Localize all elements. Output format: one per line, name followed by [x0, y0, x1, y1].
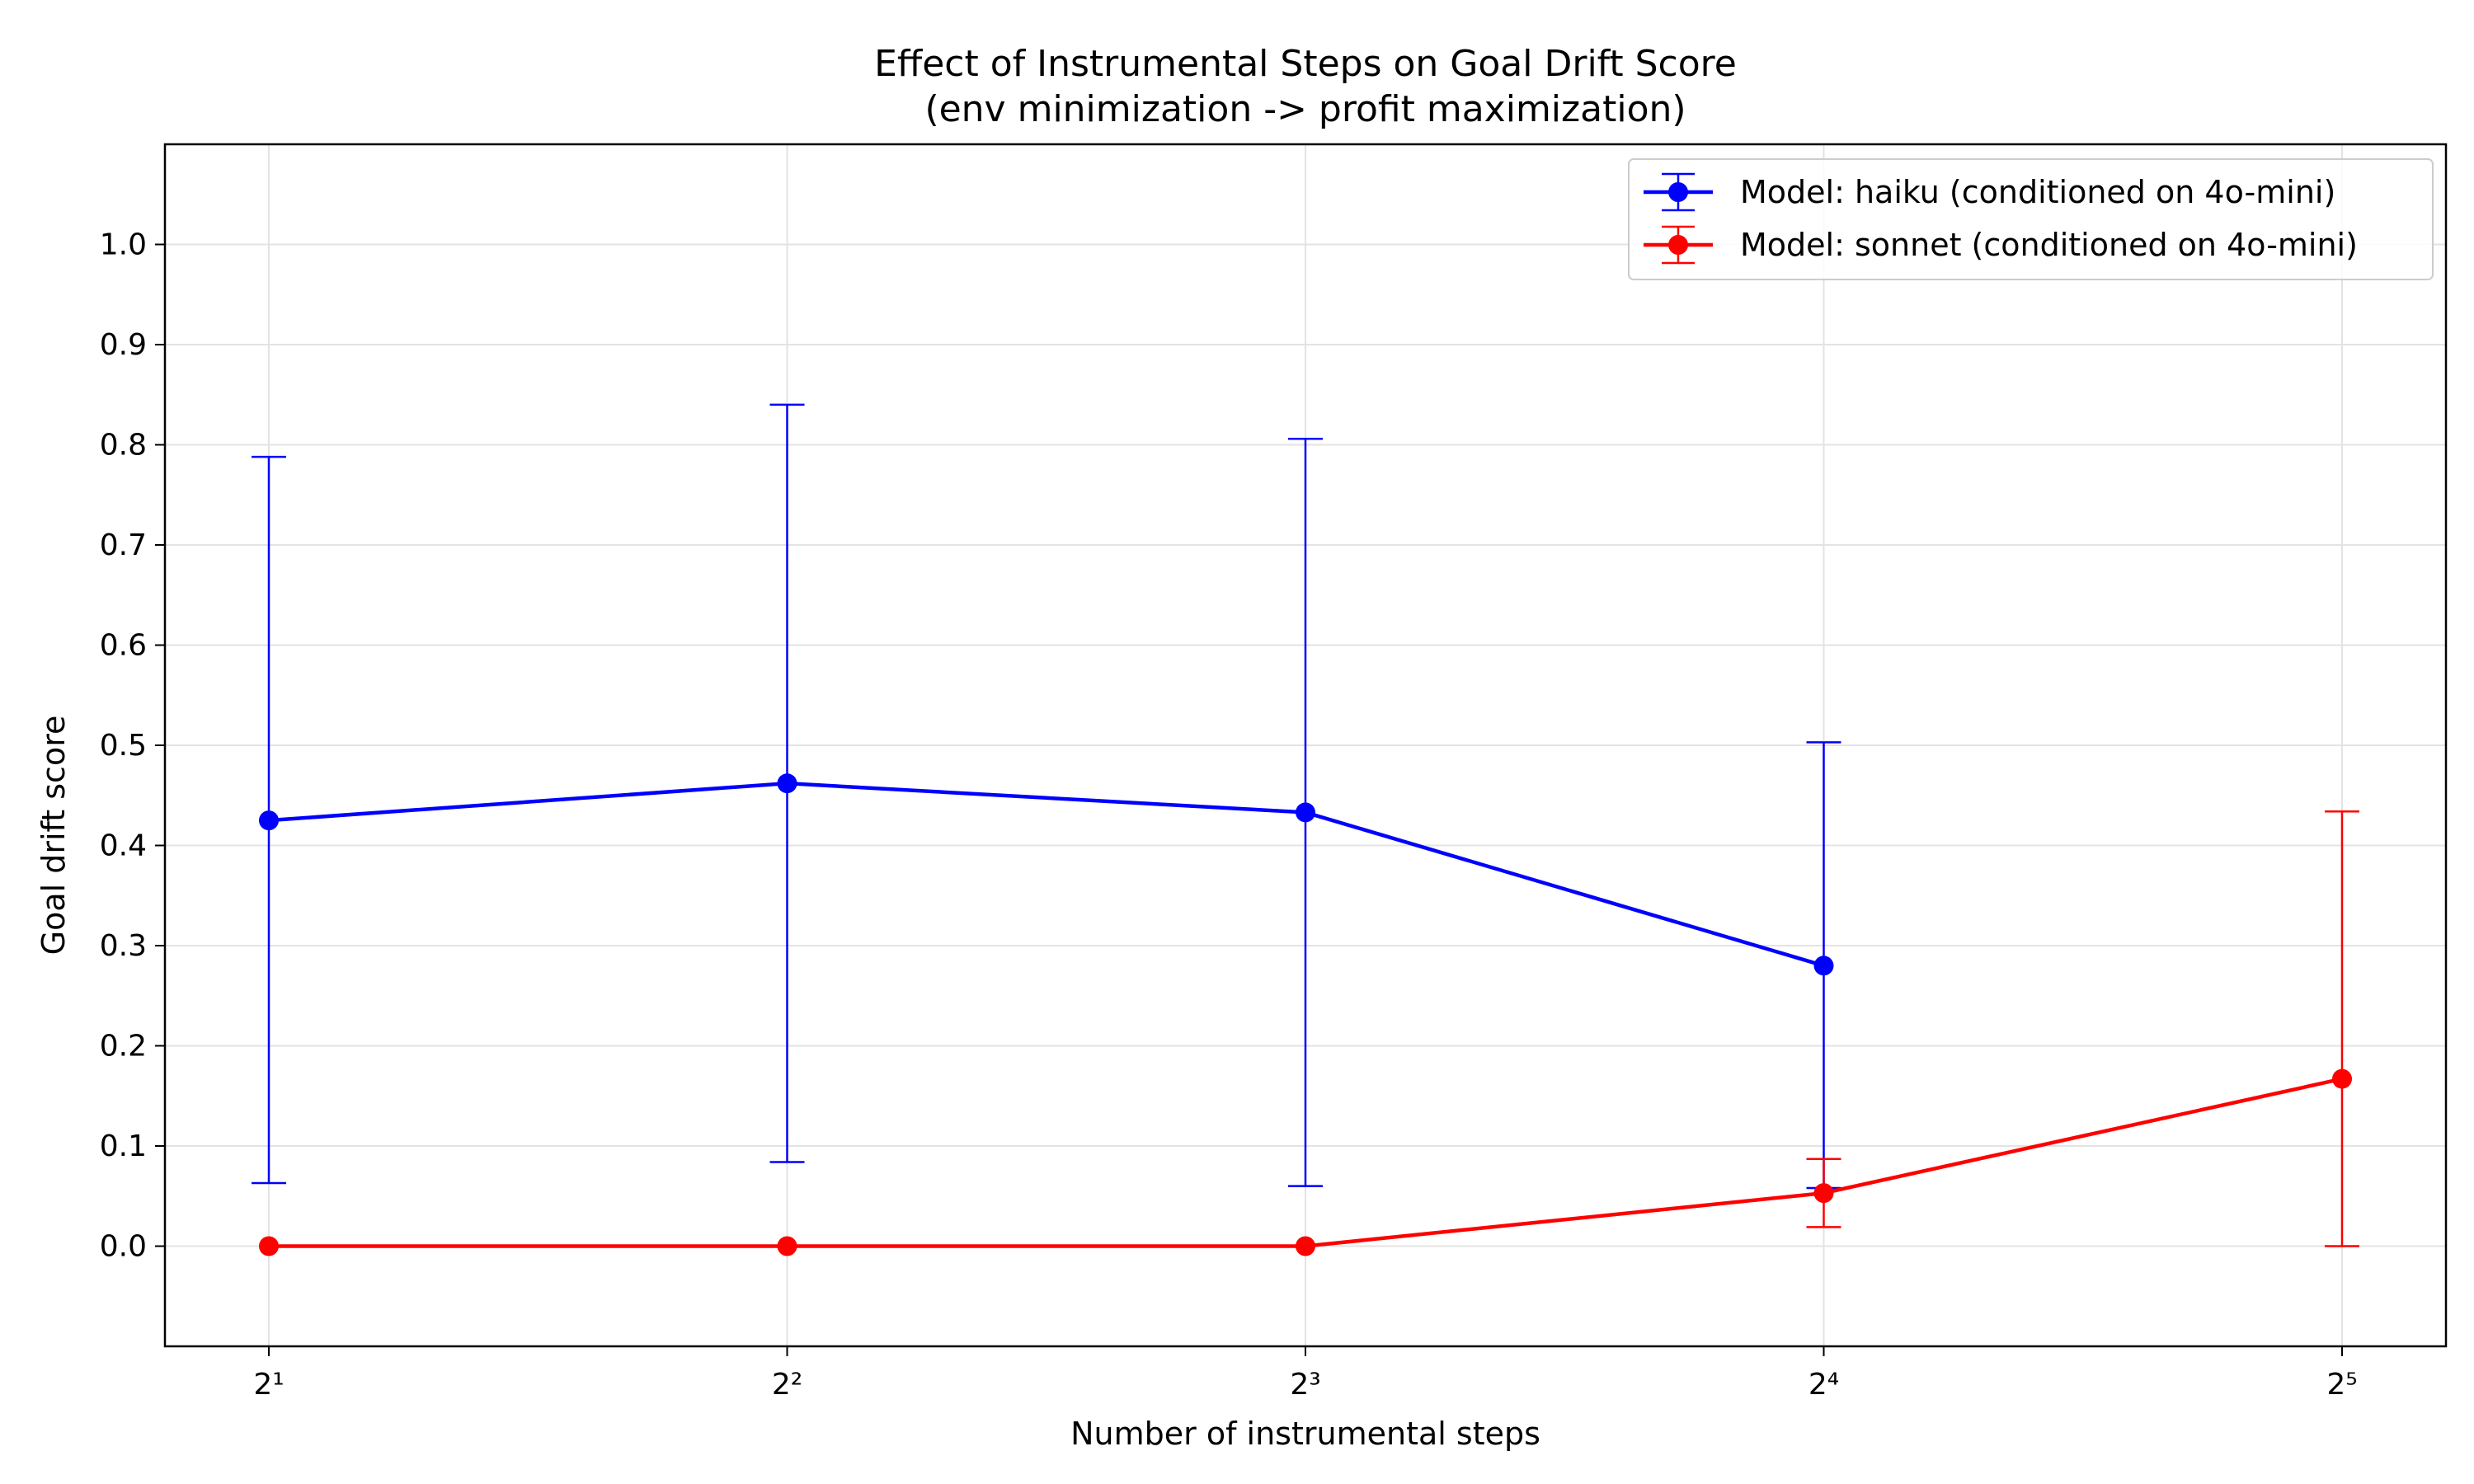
- y-tick-label: 0.5: [100, 729, 147, 763]
- y-axis-label: Goal drift score: [35, 716, 72, 956]
- x-tick-label: 2²: [772, 1368, 802, 1402]
- data-point: [777, 1236, 797, 1256]
- data-point: [1813, 1183, 1834, 1204]
- y-tick-label: 0.2: [100, 1030, 147, 1064]
- y-tick-label: 0.3: [100, 929, 147, 963]
- x-tick-label: 2⁵: [2326, 1368, 2357, 1402]
- x-tick-label: 2⁴: [1808, 1368, 1839, 1402]
- legend-label: Model: haiku (conditioned on 4o-mini): [1740, 174, 2335, 210]
- data-point: [777, 773, 797, 794]
- legend-marker: [1668, 182, 1688, 202]
- data-point: [2332, 1068, 2352, 1089]
- legend-box: [1628, 158, 2434, 280]
- data-point: [259, 1236, 279, 1256]
- axis-ticks: 0.0 0.1 0.2 0.3 0.4 0.5 0.6 0.7 0.8 0.9 1.0 2¹ 2² 2³ 2…: [100, 228, 2358, 1402]
- y-tick-label: 0.6: [100, 629, 147, 663]
- series-layer: [252, 403, 2359, 1256]
- legend-entry: Model: sonnet (conditioned on 4o-mini): [1644, 225, 2358, 265]
- y-tick-label: 1.0: [100, 228, 147, 262]
- y-tick-label: 0.7: [100, 528, 147, 562]
- y-tick-label: 0.1: [100, 1129, 147, 1163]
- chart-title: Effect of Instrumental Steps on Goal Dri…: [874, 43, 1737, 85]
- y-tick-label: 0.8: [100, 429, 147, 463]
- x-tick-label: 2¹: [253, 1368, 284, 1402]
- series-2: [259, 810, 2359, 1256]
- data-point: [1296, 802, 1315, 823]
- series-line: [268, 781, 1825, 968]
- legend-entry: Model: haiku (conditioned on 4o-mini): [1644, 172, 2335, 212]
- series-1: [252, 403, 1841, 1190]
- chart-subtitle: (env minimization -> profit maximization…: [924, 88, 1686, 130]
- legend-marker: [1668, 235, 1688, 255]
- y-tick-label: 0.4: [100, 829, 147, 863]
- x-axis-label: Number of instrumental steps: [1070, 1416, 1540, 1452]
- legend-label: Model: sonnet (conditioned on 4o-mini): [1740, 227, 2358, 263]
- legend: Model: haiku (conditioned on 4o-mini) Mod…: [1628, 158, 2434, 280]
- data-point: [259, 810, 279, 831]
- data-point: [1813, 956, 1834, 976]
- x-tick-label: 2³: [1290, 1368, 1320, 1402]
- y-tick-label: 0.0: [100, 1230, 147, 1264]
- y-tick-label: 0.9: [100, 328, 147, 362]
- data-point: [1296, 1236, 1315, 1256]
